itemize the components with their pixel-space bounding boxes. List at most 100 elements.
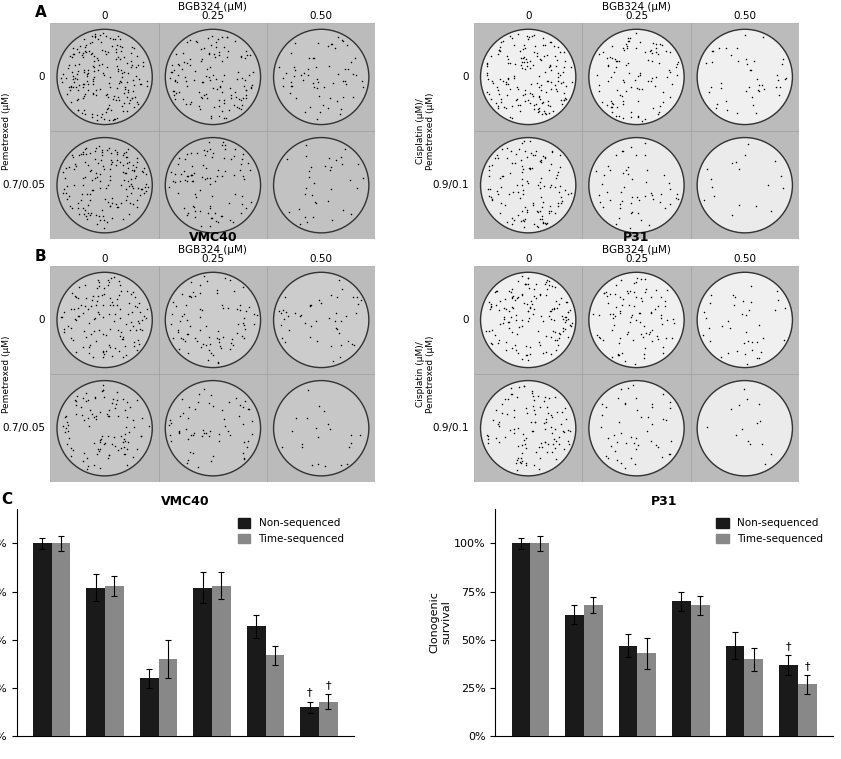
- Point: [202, 354, 215, 366]
- Point: [230, 90, 243, 102]
- Point: [167, 85, 181, 97]
- Point: [70, 80, 83, 93]
- Point: [82, 393, 95, 405]
- Point: [536, 213, 549, 225]
- Point: [103, 449, 116, 461]
- Point: [209, 207, 222, 219]
- Point: [519, 278, 532, 290]
- Point: [88, 172, 102, 184]
- Point: [60, 88, 73, 100]
- Point: [592, 189, 606, 201]
- Point: [610, 55, 623, 67]
- Point: [77, 447, 91, 459]
- Point: [756, 332, 770, 344]
- Point: [562, 307, 575, 319]
- Point: [490, 150, 504, 162]
- Point: [616, 293, 629, 305]
- Point: [558, 402, 571, 414]
- Point: [108, 113, 122, 125]
- Point: [544, 76, 558, 88]
- Point: [357, 172, 370, 184]
- Point: [94, 111, 108, 123]
- Point: [108, 342, 122, 354]
- Point: [57, 306, 71, 318]
- Point: [82, 347, 96, 359]
- Point: [560, 296, 574, 308]
- Bar: [511, 543, 531, 736]
- Point: [184, 169, 198, 181]
- Point: [82, 460, 95, 472]
- Point: [339, 78, 352, 90]
- Point: [124, 93, 137, 106]
- Point: [733, 398, 746, 411]
- Point: [615, 145, 628, 157]
- Point: [615, 383, 628, 395]
- Point: [204, 200, 217, 212]
- Point: [541, 75, 554, 87]
- Point: [172, 59, 186, 71]
- Point: [498, 198, 511, 210]
- Point: [299, 182, 313, 194]
- Point: [704, 81, 717, 93]
- Point: [70, 346, 83, 358]
- Point: [616, 95, 630, 107]
- Point: [739, 85, 753, 97]
- Point: [621, 42, 634, 54]
- Point: [627, 379, 640, 391]
- Bar: [300, 707, 319, 736]
- Point: [776, 181, 790, 194]
- Point: [98, 162, 111, 175]
- Point: [124, 47, 138, 59]
- Point: [542, 310, 556, 323]
- Point: [330, 322, 343, 334]
- Point: [167, 89, 180, 101]
- Point: [520, 279, 533, 291]
- Point: [97, 438, 110, 450]
- Point: [187, 175, 200, 187]
- Point: [663, 91, 676, 103]
- Point: [321, 195, 335, 207]
- Point: [114, 430, 127, 442]
- Point: [527, 290, 541, 302]
- Point: [192, 86, 205, 98]
- Point: [317, 81, 331, 93]
- Point: [547, 50, 561, 62]
- Point: [749, 200, 763, 213]
- Point: [668, 317, 681, 329]
- Point: [199, 70, 213, 82]
- Point: [125, 307, 139, 319]
- Point: [601, 433, 615, 445]
- Point: [55, 76, 68, 88]
- Point: [773, 80, 786, 93]
- Point: [169, 48, 182, 60]
- Point: [642, 54, 655, 66]
- Point: [296, 441, 309, 453]
- Point: [660, 284, 674, 296]
- Point: [93, 175, 106, 187]
- Circle shape: [167, 139, 260, 231]
- Point: [303, 332, 316, 344]
- Point: [96, 346, 109, 358]
- Point: [108, 144, 121, 156]
- Point: [194, 43, 208, 55]
- Point: [491, 336, 505, 348]
- Point: [609, 53, 622, 65]
- Point: [552, 165, 565, 178]
- Point: [107, 33, 120, 45]
- Text: 0: 0: [102, 254, 108, 263]
- Point: [235, 93, 248, 106]
- Point: [199, 320, 213, 332]
- Point: [330, 153, 343, 165]
- Point: [237, 80, 251, 92]
- Point: [645, 434, 659, 446]
- Point: [345, 429, 358, 441]
- Point: [590, 69, 604, 81]
- Point: [214, 138, 228, 150]
- Point: [103, 200, 116, 212]
- Point: [89, 209, 103, 222]
- Point: [240, 441, 253, 453]
- Point: [532, 90, 545, 102]
- Point: [541, 446, 554, 458]
- Point: [230, 101, 244, 113]
- Point: [101, 430, 114, 442]
